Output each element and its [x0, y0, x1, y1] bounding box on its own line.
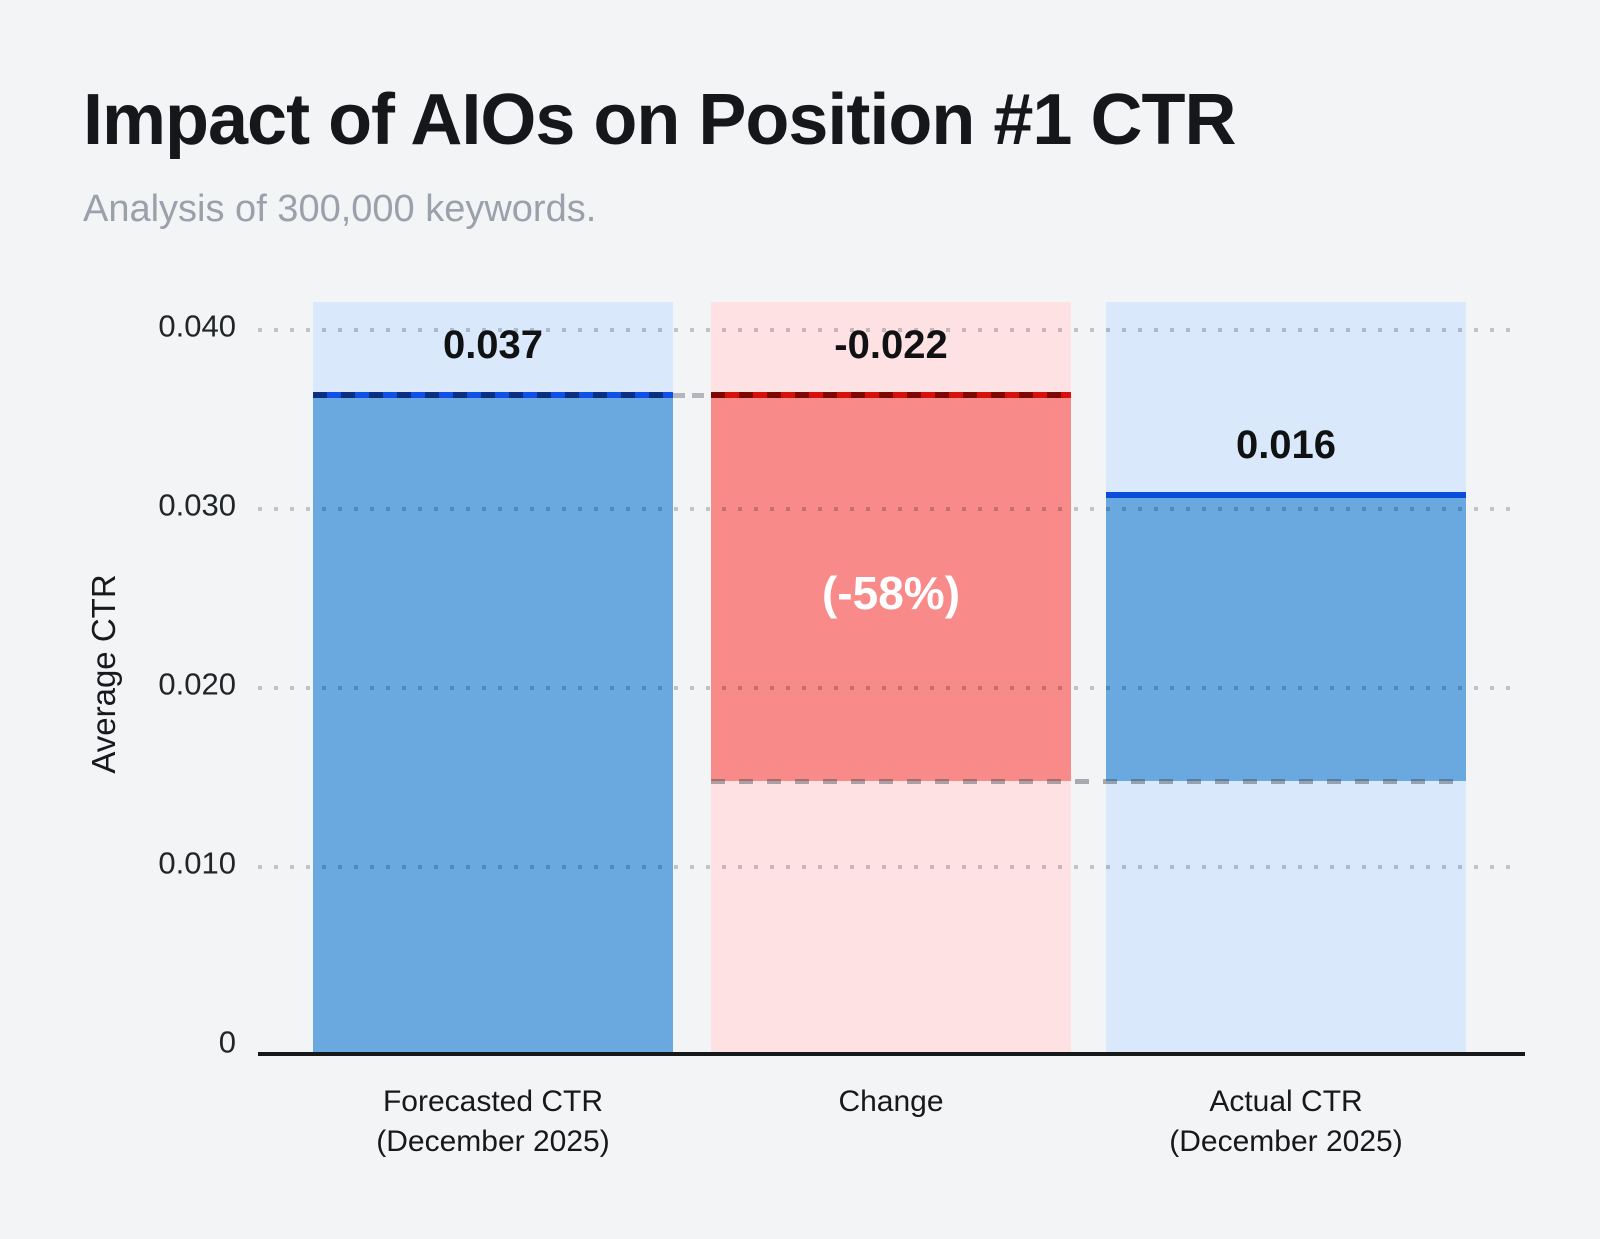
bar-top-edge — [1106, 492, 1466, 499]
chart-title: Impact of AIOs on Position #1 CTR — [83, 80, 1236, 160]
chart-subtitle: Analysis of 300,000 keywords. — [83, 188, 597, 230]
reference-dashed-line — [711, 779, 1466, 785]
x-category-label: Change — [838, 1082, 943, 1122]
x-axis-line — [258, 1052, 1525, 1056]
y-tick-label: 0.030 — [158, 487, 236, 523]
y-tick-label: 0.020 — [158, 666, 236, 702]
bar-value-label: 0.016 — [1235, 423, 1337, 468]
y-tick-label: 0 — [218, 1024, 236, 1060]
x-category-line: Forecasted CTR — [382, 1085, 604, 1118]
bar-segment — [711, 396, 1071, 782]
bar-segment — [313, 396, 673, 1052]
bar-annotation: (-58%) — [821, 566, 961, 619]
bar-top-edge — [313, 392, 673, 399]
bar-segment — [1106, 496, 1466, 782]
y-gridline — [258, 328, 1522, 332]
x-category-line: Change — [838, 1085, 944, 1118]
bar-value-label: -0.022 — [834, 323, 948, 368]
y-gridline — [258, 686, 1522, 690]
x-category-line: (December 2025) — [376, 1125, 610, 1158]
y-gridline — [258, 507, 1522, 511]
bar-top-edge — [711, 392, 1071, 399]
x-category-line: (December 2025) — [1169, 1125, 1403, 1158]
y-gridline — [258, 865, 1522, 869]
bar-value-label: 0.037 — [442, 323, 544, 368]
x-category-label: Actual CTR (December 2025) — [1169, 1082, 1402, 1162]
x-category-label: Forecasted CTR (December 2025) — [376, 1082, 609, 1162]
y-tick-label: 0.040 — [158, 308, 236, 344]
connector-dashed-line — [673, 393, 711, 399]
x-category-line: Actual CTR — [1209, 1085, 1363, 1118]
y-tick-label: 0.010 — [158, 845, 236, 881]
